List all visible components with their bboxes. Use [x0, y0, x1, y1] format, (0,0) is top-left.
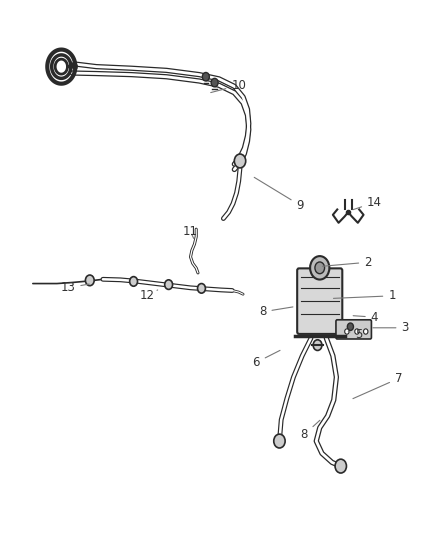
Text: 11: 11 — [183, 225, 198, 238]
Text: 5: 5 — [348, 328, 363, 341]
Circle shape — [130, 277, 138, 286]
Text: 10: 10 — [211, 79, 246, 93]
FancyBboxPatch shape — [297, 269, 342, 334]
Circle shape — [274, 434, 285, 448]
Text: 8: 8 — [301, 421, 320, 441]
Circle shape — [85, 275, 94, 286]
Circle shape — [355, 329, 359, 334]
Circle shape — [335, 459, 346, 473]
Text: 14: 14 — [353, 196, 382, 209]
Text: 2: 2 — [322, 256, 372, 269]
Circle shape — [202, 72, 209, 81]
Text: 1: 1 — [333, 289, 396, 302]
Text: 13: 13 — [60, 281, 89, 294]
Circle shape — [347, 323, 353, 330]
Text: 7: 7 — [353, 372, 403, 399]
Circle shape — [345, 329, 349, 334]
Circle shape — [315, 262, 325, 274]
Text: 6: 6 — [252, 350, 280, 369]
Circle shape — [165, 280, 173, 289]
Text: 3: 3 — [373, 321, 409, 334]
Circle shape — [198, 284, 205, 293]
Text: 9: 9 — [254, 177, 304, 212]
Circle shape — [211, 78, 218, 87]
Text: 8: 8 — [259, 305, 293, 318]
Circle shape — [310, 256, 329, 279]
Text: 4: 4 — [353, 311, 378, 324]
Circle shape — [313, 340, 322, 351]
Circle shape — [364, 329, 368, 334]
FancyBboxPatch shape — [336, 320, 371, 339]
Circle shape — [234, 154, 246, 168]
Text: 12: 12 — [139, 289, 158, 302]
